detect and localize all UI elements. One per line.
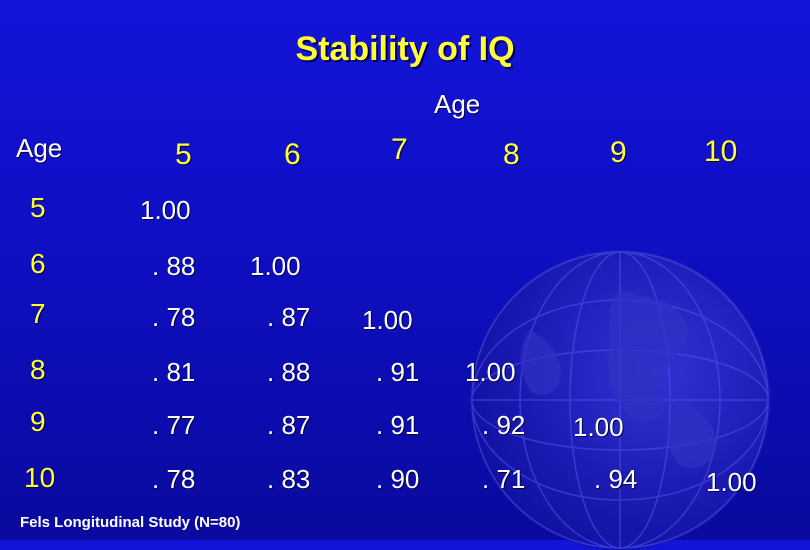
column-header: 7 [391, 133, 408, 166]
matrix-cell: . 88 [152, 251, 196, 281]
matrix-cell: . 91 [376, 410, 420, 440]
row-header: 5 [30, 192, 46, 223]
column-axis-label: Age [434, 89, 481, 119]
matrix-cell: . 78 [152, 464, 196, 494]
source-footnote: Fels Longitudinal Study (N=80) [20, 514, 241, 531]
row-header: 6 [30, 248, 46, 279]
matrix-cell: . 87 [267, 410, 311, 440]
page-title: Stability of IQ [295, 30, 515, 68]
column-header: 8 [503, 138, 520, 171]
matrix-cell: . 83 [267, 464, 311, 494]
matrix-cell: 1.00 [706, 467, 757, 497]
matrix-cell: 1.00 [362, 305, 413, 335]
row-header: 10 [24, 462, 56, 493]
row-header: 8 [30, 354, 46, 385]
matrix-cell: . 77 [152, 410, 196, 440]
row-header: 9 [30, 406, 46, 437]
matrix-cell: 1.00 [140, 195, 191, 225]
matrix-cell: . 88 [267, 357, 311, 387]
matrix-cell: . 91 [376, 357, 420, 387]
row-axis-label: Age [16, 133, 63, 163]
matrix-cell: 1.00 [465, 357, 516, 387]
matrix-cell: 1.00 [250, 251, 301, 281]
matrix-cell: . 92 [482, 410, 526, 440]
column-header: 5 [175, 138, 192, 171]
matrix-cell: 1.00 [573, 412, 624, 442]
matrix-cell: . 78 [152, 302, 196, 332]
column-header: 9 [610, 136, 627, 169]
matrix-cell: . 71 [482, 464, 526, 494]
globe-icon [471, 251, 769, 549]
row-header: 7 [30, 298, 46, 329]
globe-graphic [470, 250, 770, 550]
matrix-cell: . 87 [267, 302, 311, 332]
column-header: 10 [704, 135, 738, 168]
matrix-cell: . 90 [376, 464, 420, 494]
matrix-cell: . 94 [594, 464, 638, 494]
column-header: 6 [284, 138, 301, 171]
matrix-cell: . 81 [152, 357, 196, 387]
